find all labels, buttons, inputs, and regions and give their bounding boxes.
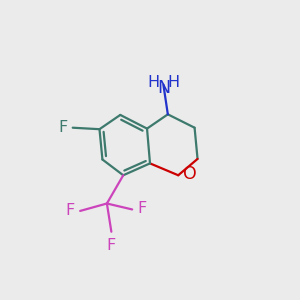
Text: F: F — [107, 238, 116, 253]
Text: F: F — [66, 203, 75, 218]
Text: N: N — [157, 79, 170, 97]
Text: O: O — [183, 165, 196, 183]
Text: H: H — [147, 75, 159, 90]
Text: F: F — [58, 120, 68, 135]
Text: F: F — [137, 201, 147, 216]
Text: H: H — [168, 75, 180, 90]
